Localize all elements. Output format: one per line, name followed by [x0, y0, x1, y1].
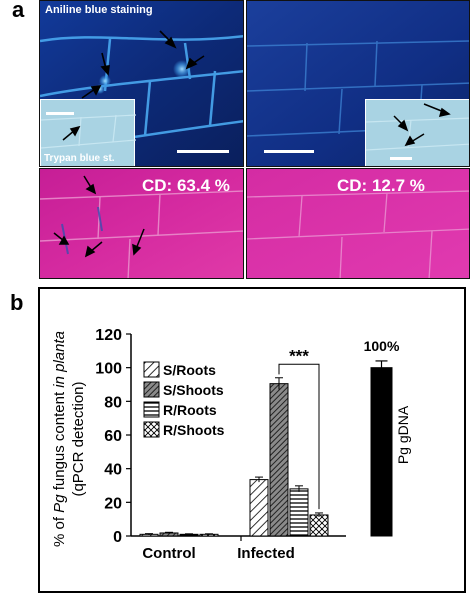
reference-bar-label: Pg gDNA: [395, 405, 411, 464]
legend-swatch-r-roots: [143, 401, 160, 418]
y-tick-label: 60: [104, 428, 122, 445]
trypan-label: Trypan blue st.: [44, 153, 115, 164]
panel-a-label: a: [12, 0, 25, 22]
micrograph-aniline-resistant: [246, 0, 470, 167]
cd-label-susceptible: CD: 63.4 %: [142, 176, 230, 195]
y-tick-label: 20: [104, 495, 122, 512]
scale-bar-icon: [390, 157, 412, 160]
scale-bar-icon: [177, 150, 229, 153]
legend-swatch-s-shoots: [143, 381, 160, 398]
micrograph-aniline-susceptible: Aniline blue staining Trypan blue st.: [39, 0, 244, 167]
arrow-icon: [62, 125, 81, 141]
significance-bracket: [278, 363, 320, 510]
arrow-icon: [53, 232, 70, 245]
bar-r-shoots-infected: [309, 514, 329, 537]
y-tick-label: 80: [104, 394, 122, 411]
legend-swatch-r-shoots: [143, 421, 160, 438]
trypan-inset: [365, 99, 469, 166]
y-tick-label: 120: [95, 327, 122, 344]
aniline-label: Aniline blue staining: [45, 4, 153, 16]
x-group-label-infected: Infected: [237, 545, 295, 562]
bar-pg-gdna: [370, 367, 393, 537]
legend-swatch-s-roots: [143, 361, 160, 378]
legend-label-r-shoots: R/Shoots: [163, 422, 225, 438]
y-tick-label: 40: [104, 462, 122, 479]
bar-chart: S/Roots S/Shoots R/Roots R/Shoots 0 20 40 60 80…: [51, 327, 411, 562]
panel-b-label: b: [10, 290, 24, 315]
micrograph-trypan-resistant: CD: 12.7 %: [246, 168, 470, 279]
x-group-label-control: Control: [142, 545, 195, 562]
legend-label-s-shoots: S/Shoots: [163, 382, 224, 398]
trypan-inset: Trypan blue st.: [40, 99, 136, 166]
legend-label-s-roots: S/Roots: [163, 362, 216, 378]
scale-bar-icon: [46, 112, 74, 115]
scale-bar-icon: [264, 150, 314, 153]
arrow-icon: [132, 228, 145, 256]
y-tick-label: 0: [113, 529, 122, 546]
micrograph-trypan-susceptible: CD: 63.4 %: [39, 168, 244, 279]
chart-frame: S/Roots S/Shoots R/Roots R/Shoots 0 20 40 60 80…: [38, 287, 466, 593]
bar-r-roots-infected: [289, 488, 309, 537]
reference-value-label: 100%: [364, 338, 400, 354]
arrow-icon: [423, 103, 451, 118]
y-tick-label: 100: [95, 361, 122, 378]
arrow-icon: [84, 241, 103, 258]
bar-s-shoots-infected: [269, 383, 289, 537]
legend-label-r-roots: R/Roots: [163, 402, 217, 418]
cd-label-resistant: CD: 12.7 %: [337, 176, 425, 195]
arrow-icon: [393, 115, 409, 132]
bar-s-roots-infected: [249, 479, 269, 537]
y-axis-label-line2: (qPCR detection): [70, 381, 87, 496]
significance-label: ***: [289, 346, 309, 365]
arrow-icon: [404, 133, 425, 147]
arrow-icon: [83, 175, 97, 195]
y-axis-label: % of Pg fungus content in planta: [51, 331, 68, 547]
